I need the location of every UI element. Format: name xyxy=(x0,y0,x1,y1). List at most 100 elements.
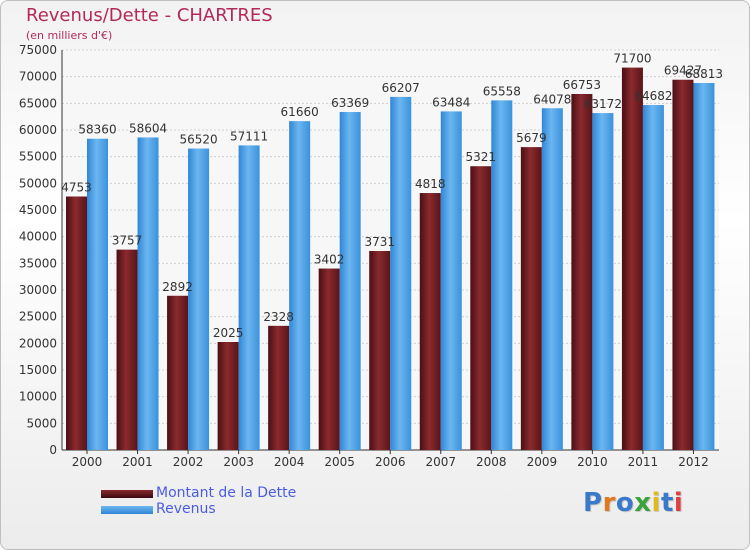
y-tick-label: 0 xyxy=(49,443,57,457)
data-label-revenus-2002: 56520 xyxy=(179,133,217,147)
bar-revenus-2003 xyxy=(238,145,260,450)
chart-title: Revenus/Dette - CHARTRES xyxy=(26,5,273,26)
data-label-revenus-2010: 63172 xyxy=(584,97,622,111)
y-tick-label: 20000 xyxy=(19,336,57,350)
bar-revenus-2002 xyxy=(188,148,210,450)
data-label-revenus-2012: 68813 xyxy=(685,67,723,81)
bar-revenus-2007 xyxy=(440,111,462,450)
legend-label-revenus: Revenus xyxy=(156,501,216,517)
data-label-revenus-2009: 64078 xyxy=(533,92,571,106)
data-label-revenus-2003: 57111 xyxy=(230,129,268,143)
bar-revenus-2000 xyxy=(87,138,108,450)
bar-revenus-2009 xyxy=(541,108,563,450)
y-tick-label: 40000 xyxy=(19,230,57,244)
x-tick-label: 2002 xyxy=(173,455,204,469)
bar-dette-2003 xyxy=(217,342,239,450)
data-label-dette-2012: 69427 xyxy=(664,64,702,78)
x-tick-label: 2000 xyxy=(72,455,103,469)
data-label-revenus-2005: 63369 xyxy=(331,96,369,110)
y-tick-label: 55000 xyxy=(19,150,57,164)
data-label-dette-2002: 2892 xyxy=(162,280,193,294)
data-label-dette-2006: 3731 xyxy=(364,235,395,249)
bar-revenus-2008 xyxy=(491,100,513,450)
x-tick-label: 2001 xyxy=(122,455,153,469)
data-label-revenus-2008: 65558 xyxy=(483,84,521,98)
y-tick-label: 5000 xyxy=(26,416,57,430)
y-tick-label: 65000 xyxy=(19,96,57,110)
legend-swatch-dette xyxy=(101,490,153,498)
logo-letter: x xyxy=(634,488,652,518)
bar-dette-2008 xyxy=(470,166,492,451)
bar-dette-2005 xyxy=(318,268,340,450)
data-label-revenus-2011: 64682 xyxy=(634,89,672,103)
chart-subtitle: (en milliers d'€) xyxy=(26,29,113,42)
x-tick-label: 2003 xyxy=(223,455,254,469)
y-tick-label: 50000 xyxy=(19,176,57,190)
logo-letter: o xyxy=(615,488,635,518)
x-tick-label: 2006 xyxy=(375,455,406,469)
y-tick-label: 30000 xyxy=(19,283,57,297)
logo-letter: i xyxy=(673,488,684,518)
data-label-dette-2005: 3402 xyxy=(314,253,345,267)
bar-dette-2011 xyxy=(621,67,643,450)
data-label-revenus-2000: 58360 xyxy=(78,123,116,137)
x-tick-label: 2010 xyxy=(577,455,608,469)
data-label-revenus-2001: 58604 xyxy=(129,121,167,135)
data-label-revenus-2004: 61660 xyxy=(281,105,319,119)
bar-dette-2006 xyxy=(369,251,391,450)
y-tick-label: 10000 xyxy=(19,390,57,404)
x-tick-label: 2007 xyxy=(425,455,456,469)
data-label-dette-2004: 2328 xyxy=(263,310,294,324)
x-tick-label: 2005 xyxy=(324,455,355,469)
data-label-dette-2011: 71700 xyxy=(613,52,651,66)
bar-revenus-2012 xyxy=(693,82,715,451)
data-label-revenus-2006: 66207 xyxy=(382,81,420,95)
y-tick-label: 15000 xyxy=(19,363,57,377)
y-tick-label: 60000 xyxy=(19,123,57,137)
data-label-dette-2007: 4818 xyxy=(415,177,446,191)
bar-revenus-2006 xyxy=(390,96,412,451)
legend-label-dette: Montant de la Dette xyxy=(156,485,297,501)
bar-dette-2009 xyxy=(520,147,542,450)
bar-revenus-2004 xyxy=(289,121,311,450)
bar-revenus-2005 xyxy=(339,112,361,451)
legend-swatch-revenus xyxy=(101,506,153,514)
x-tick-label: 2008 xyxy=(476,455,507,469)
bar-dette-2007 xyxy=(419,193,441,451)
data-label-revenus-2007: 63484 xyxy=(432,95,470,109)
bar-dette-2004 xyxy=(268,325,290,450)
data-labels-layer: 4753 58360 3757 58604 2892 56520 2025 57111 2328… xyxy=(61,52,723,340)
y-tick-label: 70000 xyxy=(19,70,57,84)
bar-revenus-2010 xyxy=(592,113,614,450)
logo-letter: t xyxy=(660,488,674,518)
proxiti-logo: Proxiti xyxy=(583,488,683,518)
logo-letter: r xyxy=(602,488,616,518)
x-tick-label: 2012 xyxy=(678,455,709,469)
data-label-dette-2008: 5321 xyxy=(466,150,497,164)
data-label-dette-2009: 5679 xyxy=(516,131,547,145)
logo-letter: P xyxy=(583,488,603,518)
axis-layer: 0 5000 10000 15000 20000 25000 30000 35000 40000… xyxy=(19,43,719,469)
bar-dette-2000 xyxy=(66,196,87,450)
bar-dette-2012 xyxy=(672,79,694,451)
data-label-dette-2000: 4753 xyxy=(61,181,92,195)
bar-dette-2010 xyxy=(571,93,593,450)
logo-letter: i xyxy=(651,488,661,518)
bar-dette-2002 xyxy=(167,295,189,450)
y-tick-label: 75000 xyxy=(19,43,57,57)
bars-layer xyxy=(66,67,715,451)
data-label-dette-2010: 66753 xyxy=(563,78,601,92)
data-label-dette-2003: 2025 xyxy=(213,326,244,340)
y-tick-label: 45000 xyxy=(19,203,57,217)
x-tick-label: 2009 xyxy=(527,455,558,469)
data-label-dette-2001: 3757 xyxy=(112,234,143,248)
bar-dette-2001 xyxy=(116,249,138,450)
x-tick-label: 2004 xyxy=(274,455,305,469)
bar-revenus-2011 xyxy=(642,105,664,451)
x-tick-label: 2011 xyxy=(628,455,659,469)
y-tick-label: 25000 xyxy=(19,310,57,324)
bar-revenus-2001 xyxy=(137,137,159,451)
y-tick-label: 35000 xyxy=(19,256,57,270)
